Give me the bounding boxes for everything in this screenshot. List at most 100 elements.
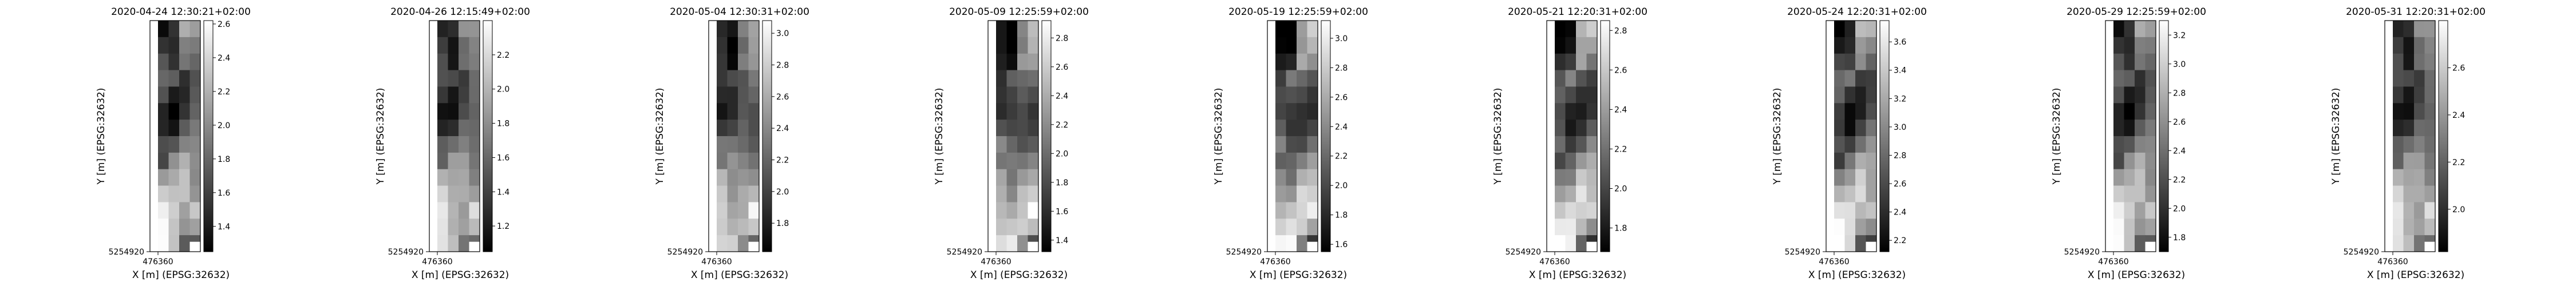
raster-cell: [1307, 120, 1318, 137]
raster-cell: [2145, 37, 2156, 54]
raster-cell: [2113, 136, 2124, 153]
colorbar-tick-label: 2.2: [2173, 176, 2186, 185]
raster-cell: [1297, 235, 1307, 252]
raster-cell: [2145, 53, 2156, 71]
raster-cell: [2135, 37, 2146, 54]
raster-cell: [1297, 120, 1307, 137]
raster-cell: [189, 219, 201, 236]
raster-cell: [448, 37, 459, 54]
raster-cell: [1017, 136, 1028, 153]
x-tick-label: 476360: [1260, 257, 1290, 267]
raster-cell: [2424, 136, 2436, 153]
raster-cell: [437, 70, 448, 87]
raster-cell: [1844, 120, 1856, 137]
raster-cell: [996, 70, 1007, 87]
raster-cell: [2403, 185, 2415, 202]
raster-cell: [2113, 37, 2124, 54]
raster-cell: [168, 120, 180, 137]
raster-cell: [469, 70, 480, 87]
x-axis-label: X [m] (EPSG:32632): [691, 269, 788, 281]
raster-cell: [2135, 136, 2146, 153]
raster-cell: [469, 185, 480, 202]
colorbar-tick-label: 3.0: [1894, 123, 1906, 132]
raster-cell: [448, 202, 459, 219]
raster-cell: [738, 37, 749, 54]
raster-cell: [1286, 53, 1297, 71]
colorbar-tick-label: 2.4: [1894, 208, 1906, 217]
raster-cell: [1555, 37, 1566, 54]
raster-cell: [1844, 37, 1856, 54]
raster-cell: [2124, 37, 2135, 54]
y-tick-label: 5254920: [947, 248, 982, 257]
raster-cell: [1844, 70, 1856, 87]
raster-cell: [1586, 37, 1598, 54]
raster-cell: [158, 120, 169, 137]
raster-cell: [1297, 86, 1307, 104]
raster-cell: [727, 185, 738, 202]
raster-cell: [437, 120, 448, 137]
raster-cell: [1286, 37, 1297, 54]
colorbar-tick-label: 1.2: [497, 222, 509, 231]
raster-cell: [2135, 202, 2146, 219]
raster-cell: [469, 136, 480, 153]
raster-cell: [727, 169, 738, 186]
raster-cell: [738, 21, 749, 38]
raster-cell: [727, 103, 738, 120]
raster-nodata: [2145, 241, 2156, 252]
raster-cell: [2145, 120, 2156, 137]
raster-cell: [1866, 136, 1877, 153]
raster-cell: [1307, 202, 1318, 219]
raster-cell: [189, 120, 201, 137]
raster-cell: [738, 53, 749, 71]
raster-cell: [2124, 169, 2135, 186]
colorbar-tick-label: 2.2: [1614, 145, 1627, 154]
raster-cell: [2403, 37, 2415, 54]
raster-cell: [1586, 202, 1598, 219]
raster-cell: [168, 136, 180, 153]
raster-cell: [1855, 120, 1866, 137]
raster-cell: [1586, 53, 1598, 71]
raster-cell: [459, 70, 469, 87]
x-axis-label: X [m] (EPSG:32632): [2367, 269, 2464, 281]
raster-cell: [437, 219, 448, 236]
axes-frame: [1826, 20, 1877, 252]
y-axis-label: Y [m] (EPSG:32632): [1492, 88, 1504, 185]
raster-cell: [1855, 202, 1866, 219]
raster-cell: [1017, 235, 1028, 252]
raster-cell: [469, 103, 480, 120]
raster-cell: [1855, 70, 1866, 87]
colorbar-tick-label: 2.4: [776, 124, 789, 133]
raster-cell: [2414, 185, 2425, 202]
raster-cell: [2403, 120, 2415, 137]
raster-cell: [1866, 152, 1877, 170]
raster-cell: [1275, 120, 1286, 137]
raster-cell: [437, 185, 448, 202]
raster-cell: [2414, 53, 2425, 71]
colorbar-tick-label: 2.8: [776, 61, 789, 70]
raster-cell: [2135, 53, 2146, 71]
raster-cell: [437, 21, 448, 38]
raster-cell: [158, 86, 169, 104]
raster-cell: [996, 136, 1007, 153]
raster-cell: [727, 219, 738, 236]
colorbar-tick-label: 2.6: [1894, 180, 1906, 189]
colorbar-tick-label: 2.0: [1335, 181, 1348, 190]
raster-cell: [727, 86, 738, 104]
raster-cell: [469, 202, 480, 219]
raster-cell: [748, 152, 760, 170]
colorbar-tick-label: 3.0: [1335, 34, 1348, 43]
raster-cell: [189, 136, 201, 153]
raster-cell: [459, 37, 469, 54]
raster-cell: [2145, 219, 2156, 236]
raster-cell: [1006, 70, 1018, 87]
raster-nodata: [189, 241, 200, 252]
raster-cell: [727, 235, 738, 252]
raster-cell: [469, 152, 480, 170]
colorbar-tick-label: 2.6: [1614, 66, 1627, 75]
colorbar-tick-label: 2.4: [2452, 111, 2465, 120]
panel-title: 2020-05-04 12:30:31+02:00: [670, 6, 809, 18]
raster-cell: [1565, 37, 1577, 54]
raster-cell: [2124, 86, 2135, 104]
raster-cell: [1017, 70, 1028, 87]
